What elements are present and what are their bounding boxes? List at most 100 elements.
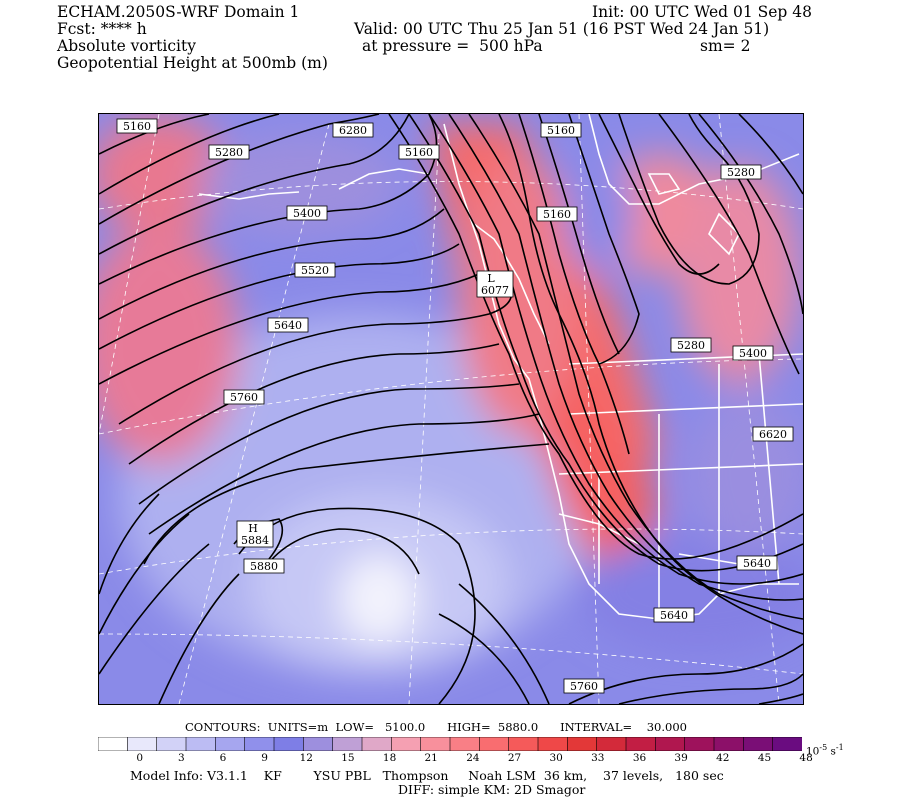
contour-label: 5400: [732, 345, 774, 361]
scale-tick-label: 30: [549, 752, 563, 764]
contour-label: 5640: [736, 555, 778, 571]
color-scale-bar: [97, 736, 803, 752]
svg-text:5160: 5160: [547, 124, 575, 137]
contour-label: 5520: [294, 262, 336, 278]
scale-unit: 10-5 s-1: [806, 743, 844, 758]
map-title: ECHAM.2050S-WRF Domain 1: [57, 3, 300, 21]
svg-text:6077: 6077: [481, 284, 509, 297]
map-panel: 5160 6280 5160 5160 5280 5280 5400 5520 …: [98, 113, 804, 705]
contour-label: 5880: [243, 558, 285, 574]
contour-label: 5160: [116, 118, 158, 134]
scale-swatch: [772, 736, 803, 752]
scale-swatch: [508, 736, 539, 752]
scale-tick-label: 48: [799, 752, 813, 764]
scale-swatch: [361, 736, 393, 752]
svg-text:6620: 6620: [759, 428, 787, 441]
scale-swatch: [244, 736, 275, 752]
svg-text:5400: 5400: [293, 207, 321, 220]
height-contours: [99, 114, 803, 704]
svg-text:5640: 5640: [274, 319, 302, 332]
diff-info: DIFF: simple KM: 2D Smagor: [398, 782, 586, 797]
svg-text:5880: 5880: [250, 560, 278, 573]
svg-text:5160: 5160: [123, 120, 151, 133]
scale-tick-label: 12: [299, 752, 313, 764]
scale-tick-label: 0: [136, 752, 144, 764]
contour-label: 5400: [286, 205, 328, 221]
contour-label: 5280: [208, 144, 250, 160]
scale-tick-label: 15: [341, 752, 355, 764]
scale-tick-label: 24: [466, 752, 480, 764]
scale-swatch: [596, 736, 627, 752]
scale-swatch: [97, 736, 129, 752]
svg-text:H: H: [248, 522, 258, 535]
scale-tick-label: 18: [382, 752, 397, 764]
svg-text:5760: 5760: [230, 391, 258, 404]
contour-label: 5640: [653, 607, 695, 623]
contour-label: 5760: [563, 678, 605, 694]
scale-swatch: [156, 736, 187, 752]
model-info: Model Info: V3.1.1 KF YSU PBL Thompson N…: [130, 768, 724, 783]
svg-text:5640: 5640: [743, 557, 771, 570]
scale-tick-label: 3: [177, 752, 185, 764]
svg-text:5160: 5160: [543, 208, 571, 221]
lat-lon-grid: [99, 114, 803, 704]
svg-text:6280: 6280: [339, 124, 367, 137]
svg-text:5280: 5280: [727, 166, 755, 179]
contour-label: 5160: [536, 206, 578, 222]
scale-tick-label: 21: [424, 752, 438, 764]
contour-label: 5760: [223, 389, 265, 405]
scale-swatch: [655, 736, 686, 752]
contour-label: 6620: [752, 426, 794, 442]
scale-tick-label: 39: [674, 752, 688, 764]
scale-tick-label: 36: [632, 752, 647, 764]
scale-tick-label: 33: [591, 752, 605, 764]
contour-label: 5280: [720, 164, 762, 180]
high-marker: H 5884: [236, 520, 274, 548]
svg-text:5280: 5280: [215, 146, 243, 159]
contour-label: 5160: [398, 144, 440, 160]
scale-tick-label: 42: [716, 752, 730, 764]
field-name-2: Geopotential Height at 500mb (m): [57, 54, 328, 72]
scale-swatch: [567, 736, 598, 752]
scale-swatch: [420, 736, 451, 752]
scale-swatch: [479, 736, 510, 752]
scale-tick-label: 9: [261, 752, 268, 764]
contours-info: CONTOURS: UNITS=m LOW= 5100.0 HIGH= 5880…: [185, 720, 687, 734]
scale-swatch: [332, 736, 363, 752]
contour-label: 5160: [540, 122, 582, 138]
svg-text:5280: 5280: [677, 339, 705, 352]
valid-time: Valid: 00 UTC Thu 25 Jan 51 (16 PST Wed …: [354, 20, 770, 38]
contour-label: 5640: [267, 317, 309, 333]
svg-text:5160: 5160: [405, 146, 433, 159]
scale-tick-label: 27: [507, 752, 522, 764]
svg-text:5884: 5884: [241, 534, 269, 547]
scale-swatch: [537, 736, 569, 752]
scale-tick-label: 6: [219, 752, 227, 764]
vorticity-map: 5160 6280 5160 5160 5280 5280 5400 5520 …: [99, 114, 803, 704]
smoothing: sm= 2: [700, 37, 751, 55]
svg-text:L: L: [487, 272, 495, 285]
color-scale: [97, 736, 803, 755]
pressure-level: at pressure = 500 hPa: [362, 37, 543, 55]
scale-swatch: [713, 736, 745, 752]
scale-swatch: [625, 736, 657, 752]
svg-text:5760: 5760: [570, 680, 598, 693]
contour-label: 6280: [332, 122, 374, 138]
scale-swatch: [273, 736, 305, 752]
svg-text:5640: 5640: [660, 609, 688, 622]
scale-tick-label: 45: [757, 752, 772, 764]
contour-label: 5280: [670, 337, 712, 353]
svg-text:5400: 5400: [739, 347, 767, 360]
forecast-hour: Fcst: **** h: [57, 20, 147, 38]
scale-swatch: [303, 736, 334, 752]
svg-text:5520: 5520: [301, 264, 329, 277]
low-marker: L 6077: [476, 270, 514, 298]
scale-swatch: [127, 736, 158, 752]
scale-swatch: [449, 736, 481, 752]
contour-labels: 5160 6280 5160 5160 5280 5280 5400 5520 …: [116, 118, 794, 694]
field-name-1: Absolute vorticity: [57, 37, 196, 55]
scale-swatch: [743, 736, 774, 752]
scale-swatch: [391, 736, 422, 752]
scale-swatch: [215, 736, 246, 752]
scale-swatch: [185, 736, 217, 752]
